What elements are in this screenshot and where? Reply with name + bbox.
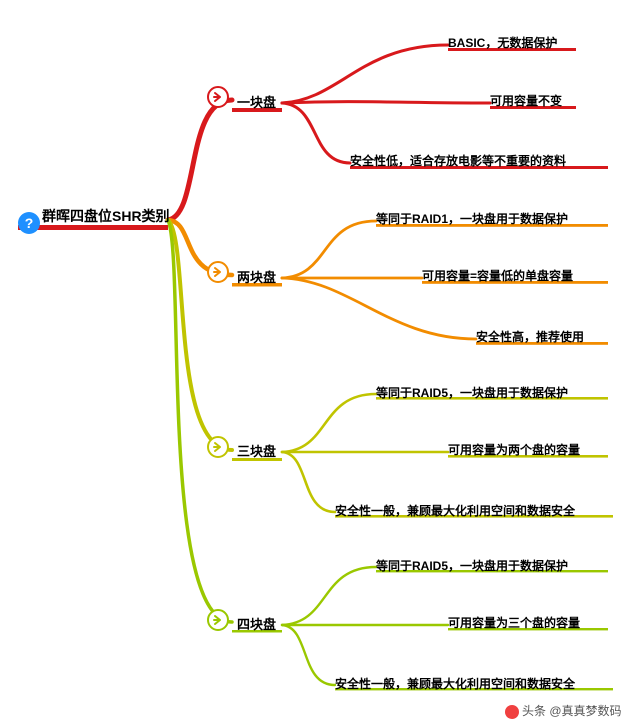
leaf-three-disk-0: 等同于RAID5，一块盘用于数据保护 (376, 384, 568, 401)
arrow-right-icon (207, 436, 229, 458)
leaf-one-disk-0: BASIC，无数据保护 (448, 34, 557, 51)
watermark: 头条 @真真梦数码 (505, 702, 622, 719)
arrow-right-icon (207, 609, 229, 631)
question-icon: ? (18, 212, 40, 234)
leaf-one-disk-1: 可用容量不变 (490, 92, 562, 109)
branch-three-disk: 三块盘 (237, 441, 276, 460)
branch-two-disk: 两块盘 (237, 267, 276, 286)
leaf-three-disk-2: 安全性一般，兼顾最大化利用空间和数据安全 (335, 502, 575, 519)
toutiao-icon (505, 705, 519, 719)
leaf-three-disk-1: 可用容量为两个盘的容量 (448, 441, 580, 458)
leaf-two-disk-2: 安全性高，推荐使用 (476, 328, 584, 345)
leaf-four-disk-1: 可用容量为三个盘的容量 (448, 614, 580, 631)
arrow-right-icon (207, 86, 229, 108)
branch-four-disk: 四块盘 (237, 614, 276, 633)
root-title: 群晖四盘位SHR类别 (42, 206, 170, 226)
leaf-two-disk-0: 等同于RAID1，一块盘用于数据保护 (376, 210, 568, 227)
leaf-one-disk-2: 安全性低，适合存放电影等不重要的资料 (350, 152, 566, 169)
arrow-right-icon (207, 261, 229, 283)
branch-one-disk: 一块盘 (237, 92, 276, 111)
leaf-two-disk-1: 可用容量=容量低的单盘容量 (422, 267, 573, 284)
leaf-four-disk-2: 安全性一般，兼顾最大化利用空间和数据安全 (335, 675, 575, 692)
leaf-four-disk-0: 等同于RAID5，一块盘用于数据保护 (376, 557, 568, 574)
